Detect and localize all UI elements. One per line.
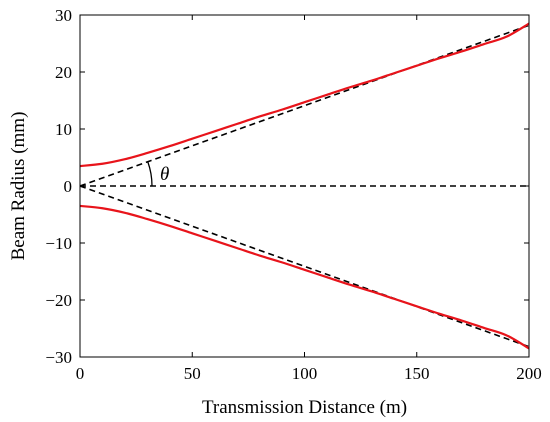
series-line-beam-envelope-upper (79, 22, 530, 168)
series-line-beam-envelope-lower (79, 204, 530, 350)
x-tick-label: 50 (184, 364, 201, 383)
y-tick-label: 30 (55, 6, 72, 25)
y-tick-label: 10 (55, 120, 72, 139)
x-tick-label: 150 (404, 364, 430, 383)
y-tick-label: 0 (64, 177, 73, 196)
y-axis-title: Beam Radius (mm) (8, 112, 29, 261)
y-tick-label: −10 (45, 234, 72, 253)
x-axis-title: Transmission Distance (m) (202, 397, 407, 418)
y-tick-label: 20 (55, 63, 72, 82)
theta-annotation: θ (160, 164, 169, 185)
x-tick-label: 100 (292, 364, 318, 383)
y-tick-label: −30 (45, 348, 72, 367)
theta-arc (147, 161, 153, 187)
plot-marks (79, 22, 530, 350)
x-tick-label: 0 (76, 364, 85, 383)
y-tick-label: −20 (45, 291, 72, 310)
x-tick-label: 200 (516, 364, 542, 383)
series-line-lower-asymptote (79, 185, 530, 348)
